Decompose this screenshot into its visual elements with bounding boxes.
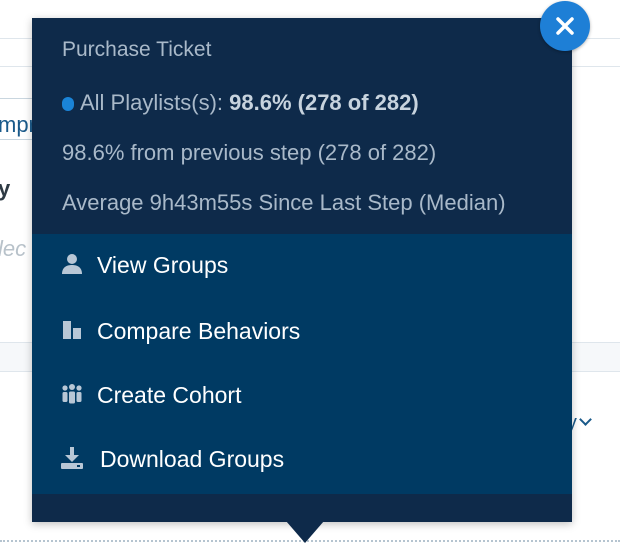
series-value: 98.6% (278 of 282): [229, 90, 419, 115]
compare-behaviors-button[interactable]: Compare Behaviors: [32, 300, 572, 364]
compare-behaviors-label: Compare Behaviors: [97, 318, 301, 344]
compare-bars-icon: [60, 318, 84, 342]
popover-caret: [286, 521, 324, 543]
popover-menu: View Groups Compare Behaviors: [32, 234, 572, 494]
download-icon: [60, 446, 84, 470]
funnel-step-popover: Purchase Ticket All Playlists(s): 98.6% …: [32, 18, 572, 522]
series-summary: All Playlists(s): 98.6% (278 of 282): [62, 90, 542, 116]
average-time: Average 9h43m55s Since Last Step (Median…: [62, 190, 506, 215]
background-placeholder: lec: [0, 236, 27, 261]
close-icon: [556, 17, 574, 35]
view-groups-button[interactable]: View Groups: [32, 234, 572, 298]
download-groups-label: Download Groups: [100, 446, 285, 472]
series-name: All Playlists(s):: [80, 90, 224, 115]
person-icon: [60, 252, 84, 276]
background-heading: y: [0, 176, 11, 201]
close-button[interactable]: [540, 1, 590, 51]
series-color-dot: [62, 97, 74, 111]
download-groups-button[interactable]: Download Groups: [32, 428, 572, 492]
create-cohort-button[interactable]: Create Cohort: [32, 364, 572, 428]
chevron-down-icon: [579, 413, 592, 426]
previous-step-conversion: 98.6% from previous step (278 of 282): [62, 140, 437, 165]
step-title: Purchase Ticket: [62, 38, 212, 61]
cohort-people-icon: [60, 382, 84, 406]
view-groups-label: View Groups: [97, 252, 229, 278]
step-info-section: Purchase Ticket All Playlists(s): 98.6% …: [32, 18, 572, 234]
create-cohort-label: Create Cohort: [97, 382, 242, 408]
